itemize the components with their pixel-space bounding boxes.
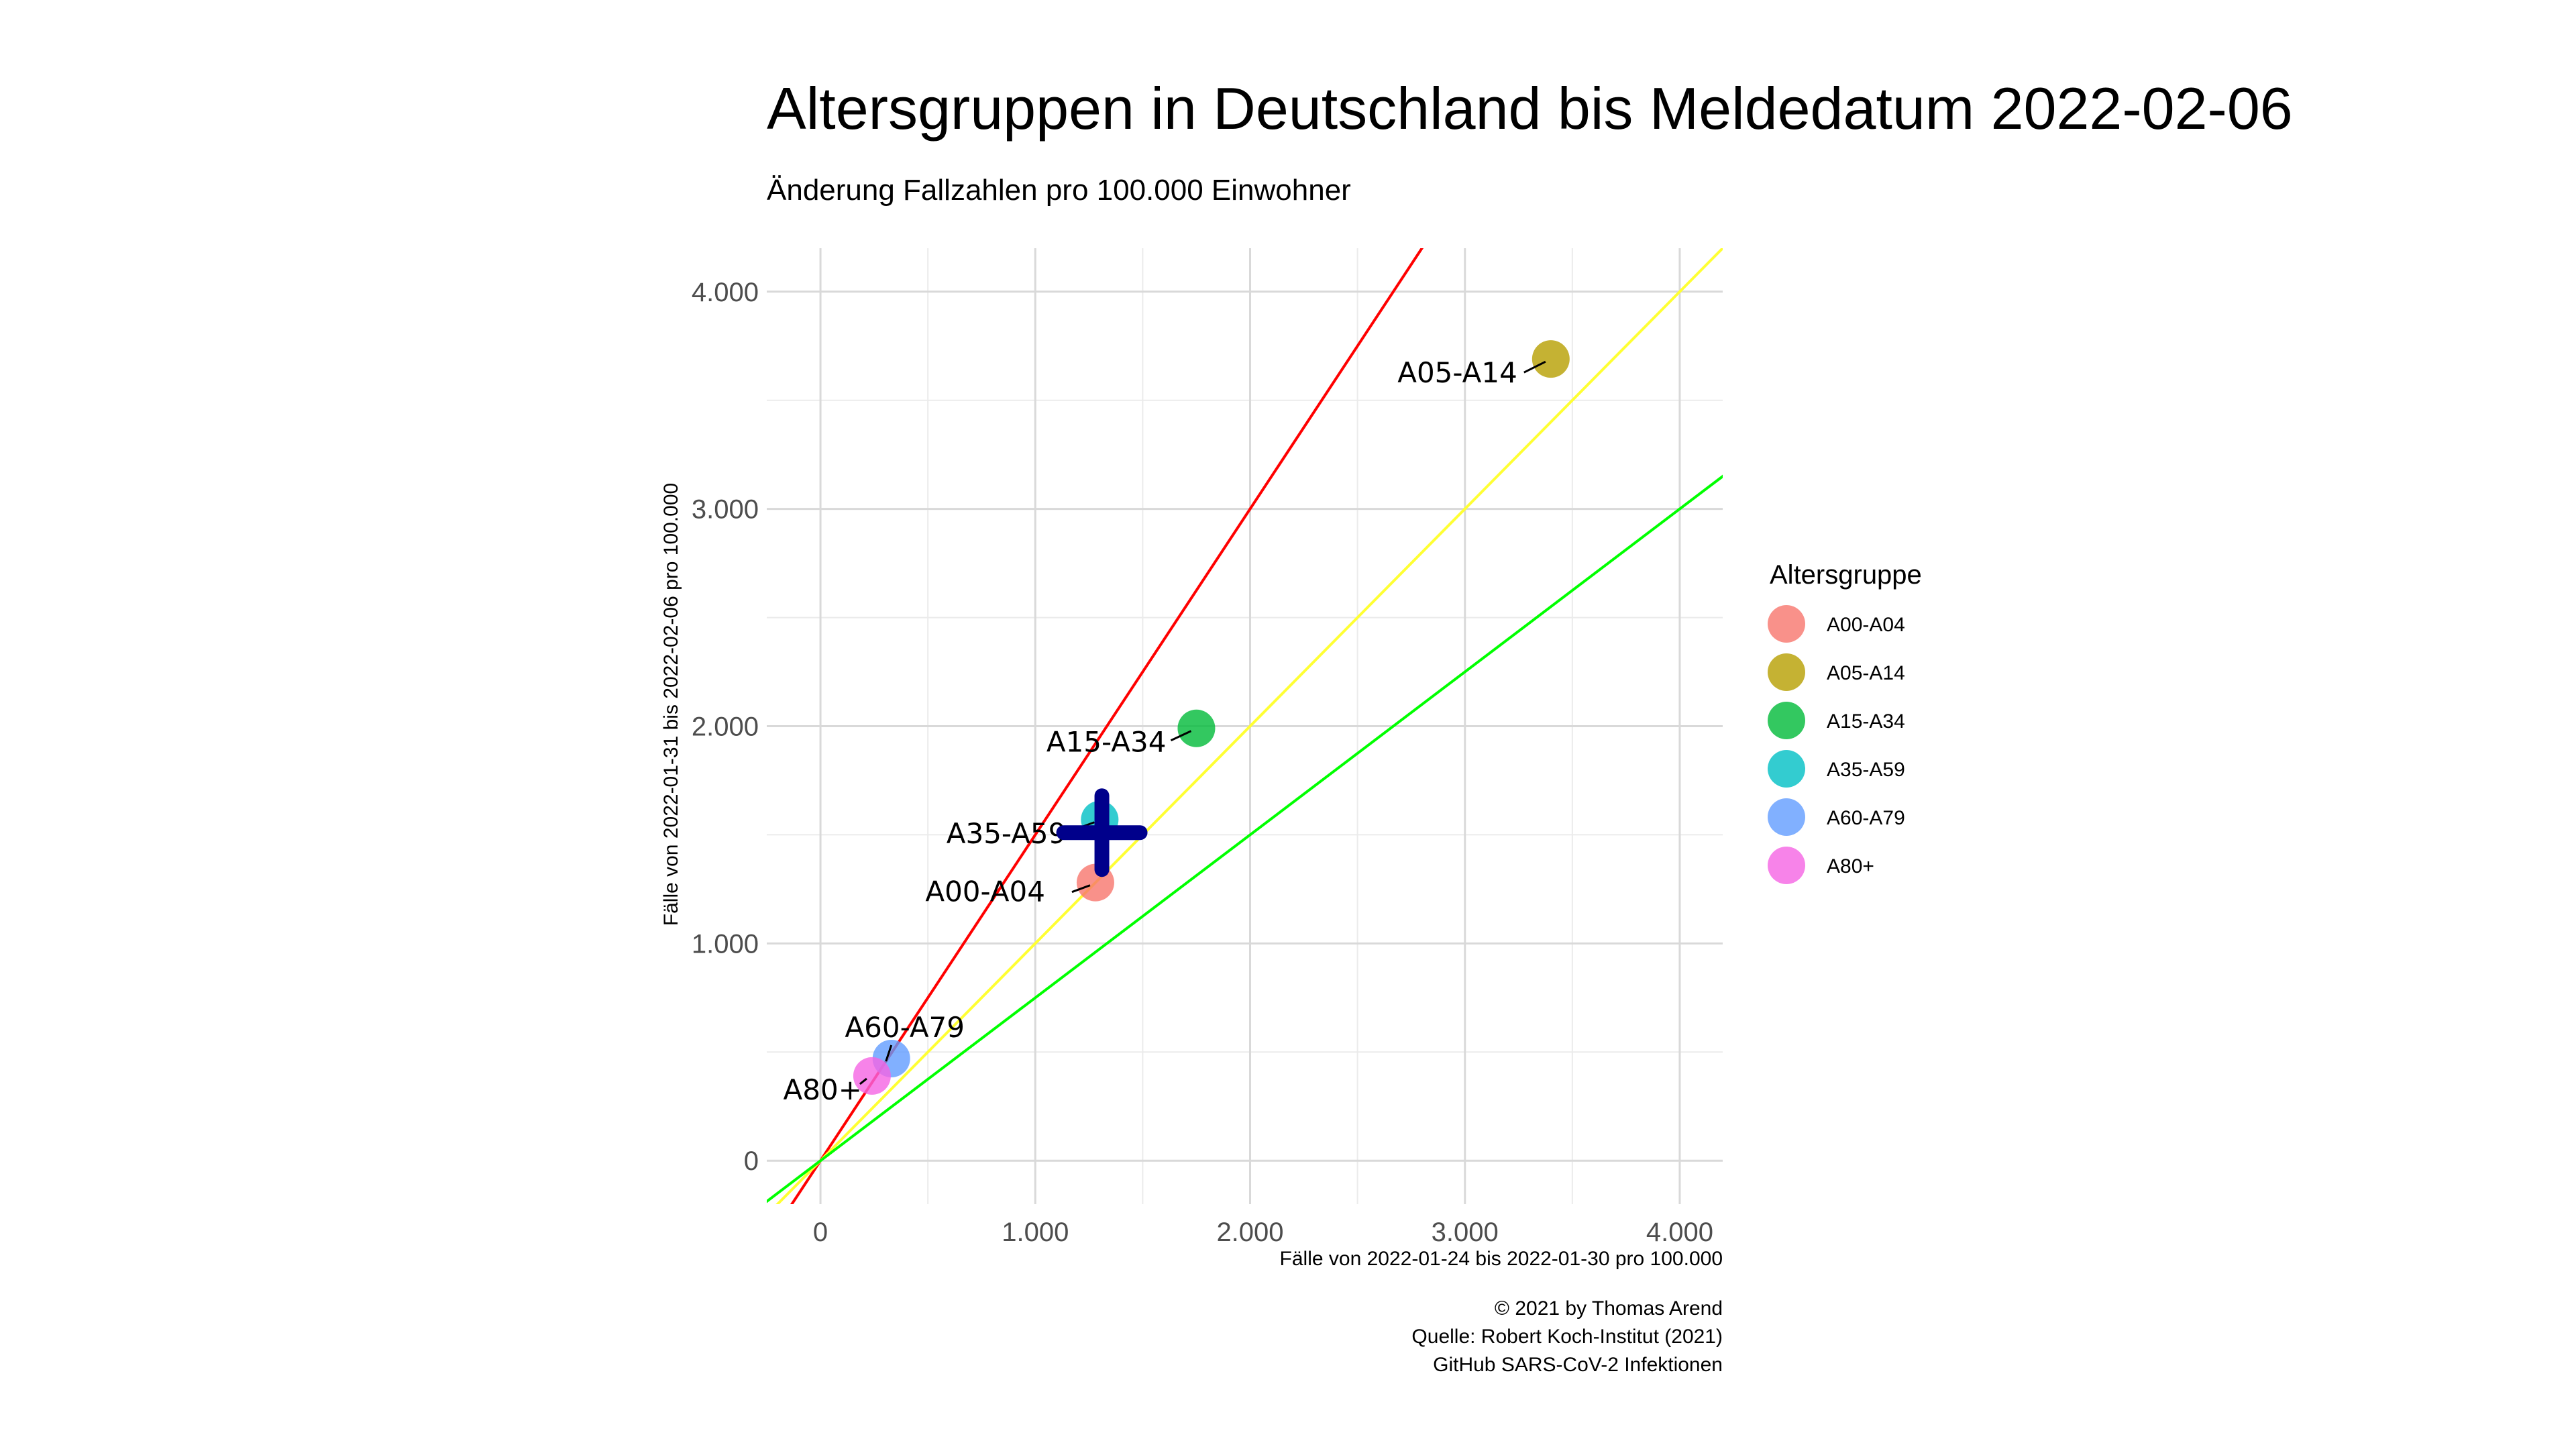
- legend-key: [1768, 605, 1805, 643]
- grid-lines: [767, 248, 1723, 1204]
- chart-title: Altersgruppen in Deutschland bis Meldeda…: [767, 75, 2293, 142]
- y-tick-label: 4.000: [692, 278, 759, 307]
- label-leader: [1523, 360, 1546, 374]
- caption-copyright: © 2021 by Thomas Arend: [1495, 1297, 1723, 1320]
- reference-line: [775, 248, 1723, 1204]
- y-tick-label: 1.000: [692, 929, 759, 959]
- reference-line: [767, 474, 1723, 1203]
- y-axis-label: Fälle von 2022-01-31 bis 2022-02-06 pro …: [660, 483, 682, 926]
- label-leader: [885, 1044, 893, 1062]
- legend-key: [1768, 798, 1805, 836]
- legend-key: [1768, 702, 1805, 739]
- point-label: A15-A34: [1046, 726, 1167, 759]
- legend-label: A80+: [1827, 855, 1874, 877]
- data-point-a15-a34: [1177, 709, 1216, 747]
- x-tick-label: 3.000: [1432, 1218, 1499, 1247]
- label-leader: [1071, 884, 1091, 894]
- x-tick-label: 0: [813, 1218, 828, 1247]
- y-tick-label: 0: [744, 1146, 759, 1176]
- caption-github: GitHub SARS-CoV-2 Infektionen: [1433, 1354, 1723, 1376]
- legend-label: A35-A59: [1827, 759, 1905, 781]
- point-label: A00-A04: [925, 875, 1045, 908]
- legend-title: Altersgruppe: [1770, 560, 1922, 590]
- data-point-a05-a14: [1532, 340, 1570, 378]
- chart-subtitle: Änderung Fallzahlen pro 100.000 Einwohne…: [767, 174, 1351, 207]
- reference-line: [790, 248, 1424, 1204]
- x-tick-label: 4.000: [1646, 1218, 1713, 1247]
- mean-marker: [1056, 788, 1148, 877]
- x-tick-label: 1.000: [1002, 1218, 1069, 1247]
- legend-key: [1768, 750, 1805, 788]
- label-leader: [859, 1077, 867, 1085]
- label-leader: [1170, 730, 1192, 742]
- legend: Altersgruppe A00-A04 A05-A14 A15-A34 A35-A5…: [1768, 560, 1922, 884]
- y-tick-label: 3.000: [692, 495, 759, 525]
- point-label: A60-A79: [845, 1011, 965, 1044]
- point-label: A80+: [784, 1073, 862, 1106]
- x-tick-label: 2.000: [1216, 1218, 1283, 1247]
- point-label: A35-A59: [947, 817, 1067, 850]
- reference-lines: [767, 248, 1723, 1204]
- x-axis-label: Fälle von 2022-01-24 bis 2022-01-30 pro …: [1280, 1248, 1723, 1270]
- point-labels: A00-A04 A05-A14 A15-A34 A35-A59 A60-A79 A80+: [784, 356, 1546, 1106]
- y-tick-label: 2.000: [692, 712, 759, 742]
- axis-ticks: 0 1.000 2.000 3.000 4.000 0 1.000 2.000 3.000 4.0…: [692, 278, 1713, 1247]
- data-points: [853, 340, 1570, 1095]
- legend-key: [1768, 847, 1805, 884]
- legend-label: A15-A34: [1827, 710, 1905, 733]
- legend-label: A00-A04: [1827, 614, 1905, 636]
- legend-label: A60-A79: [1827, 807, 1905, 829]
- data-point-a80plus: [853, 1057, 891, 1095]
- point-label: A05-A14: [1397, 356, 1517, 389]
- caption-source: Quelle: Robert Koch-Institut (2021): [1411, 1326, 1723, 1348]
- legend-key: [1768, 653, 1805, 691]
- legend-label: A05-A14: [1827, 662, 1905, 684]
